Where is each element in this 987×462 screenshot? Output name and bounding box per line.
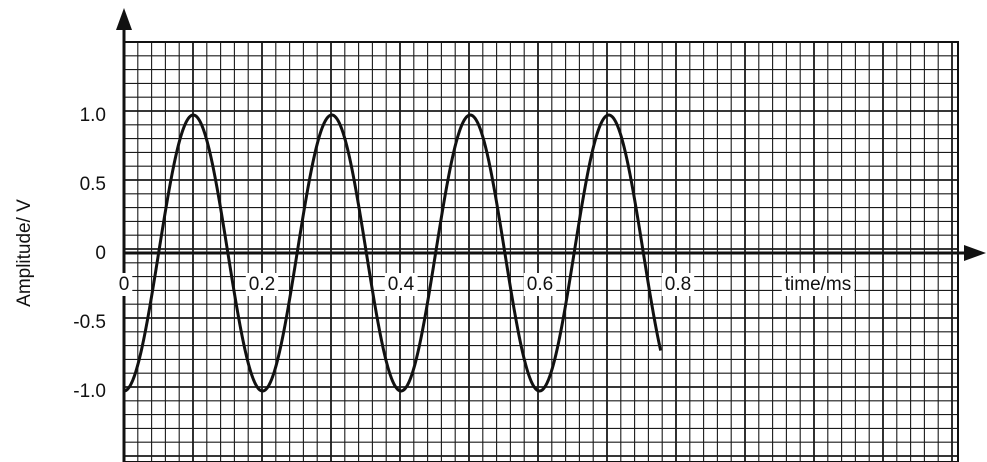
x-tick-label: 0.2 (249, 274, 275, 295)
x-tick-labels: 0 0.2 0.4 0.6 0.8 time/ms (119, 274, 852, 295)
sine-wave-series (123, 113, 663, 393)
tick-label-box (781, 273, 855, 296)
y-tick-label: 0 (95, 243, 106, 264)
x-tick-label: 0 (119, 274, 130, 295)
x-axis-arrow (964, 245, 986, 261)
tick-label-box (115, 273, 133, 296)
x-axis-title: time/ms (785, 274, 852, 295)
y-tick-label: -1.0 (73, 381, 106, 402)
tick-label-box (523, 273, 557, 296)
tick-label-box (661, 273, 695, 296)
y-tick-label: 0.5 (80, 174, 106, 195)
y-tick-label: -0.5 (73, 312, 106, 333)
tick-label-box (384, 273, 418, 296)
y-axis-title: Amplitude/ V (14, 199, 35, 307)
y-tick-label: 1.0 (80, 105, 106, 126)
x-tick-label: 0.6 (527, 274, 553, 295)
y-axis-arrow (116, 8, 132, 30)
label-backgrounds (115, 273, 855, 296)
tick-label-box (245, 273, 279, 296)
x-tick-label: 0.8 (665, 274, 691, 295)
y-tick-labels: 1.0 0.5 0 -0.5 -1.0 (73, 105, 106, 402)
x-tick-label: 0.4 (388, 274, 415, 295)
